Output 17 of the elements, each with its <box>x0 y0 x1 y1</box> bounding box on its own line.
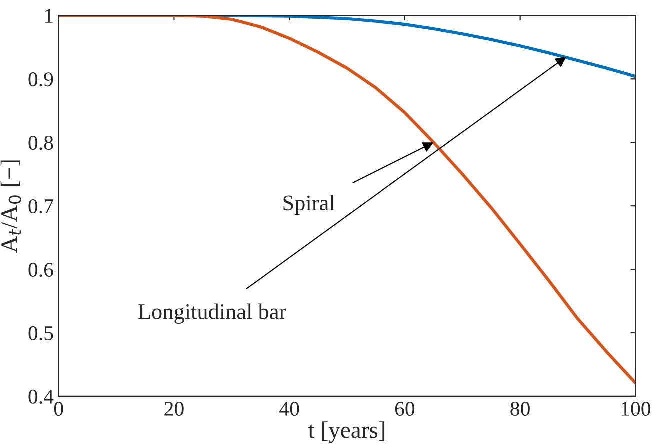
annotation: Longitudinal bar <box>138 304 286 324</box>
x-tick-label: 0 <box>54 402 64 416</box>
y-tick-label: 1 <box>45 9 53 23</box>
x-axis-title: t [years] <box>308 422 385 444</box>
x-tick-label: 20 <box>164 402 184 416</box>
y-axis-title: A$_{t}$/A$_{0}$ [−] <box>0 160 22 254</box>
x-tick-label: 80 <box>510 402 530 416</box>
annotation: Spiral <box>284 195 335 216</box>
x-tick-label: 100 <box>622 402 651 416</box>
x-tick-label: 60 <box>395 402 415 416</box>
x-tick-label: 40 <box>280 402 300 416</box>
y-tick-label: 0.4 <box>28 390 54 404</box>
y-tick-label: 0.9 <box>28 72 54 87</box>
y-tick-label: 0.8 <box>28 136 54 150</box>
y-tick-label: 0.7 <box>28 199 54 214</box>
y-tick-label: 0.6 <box>28 262 54 278</box>
y-tick-label: 0.5 <box>28 326 54 341</box>
